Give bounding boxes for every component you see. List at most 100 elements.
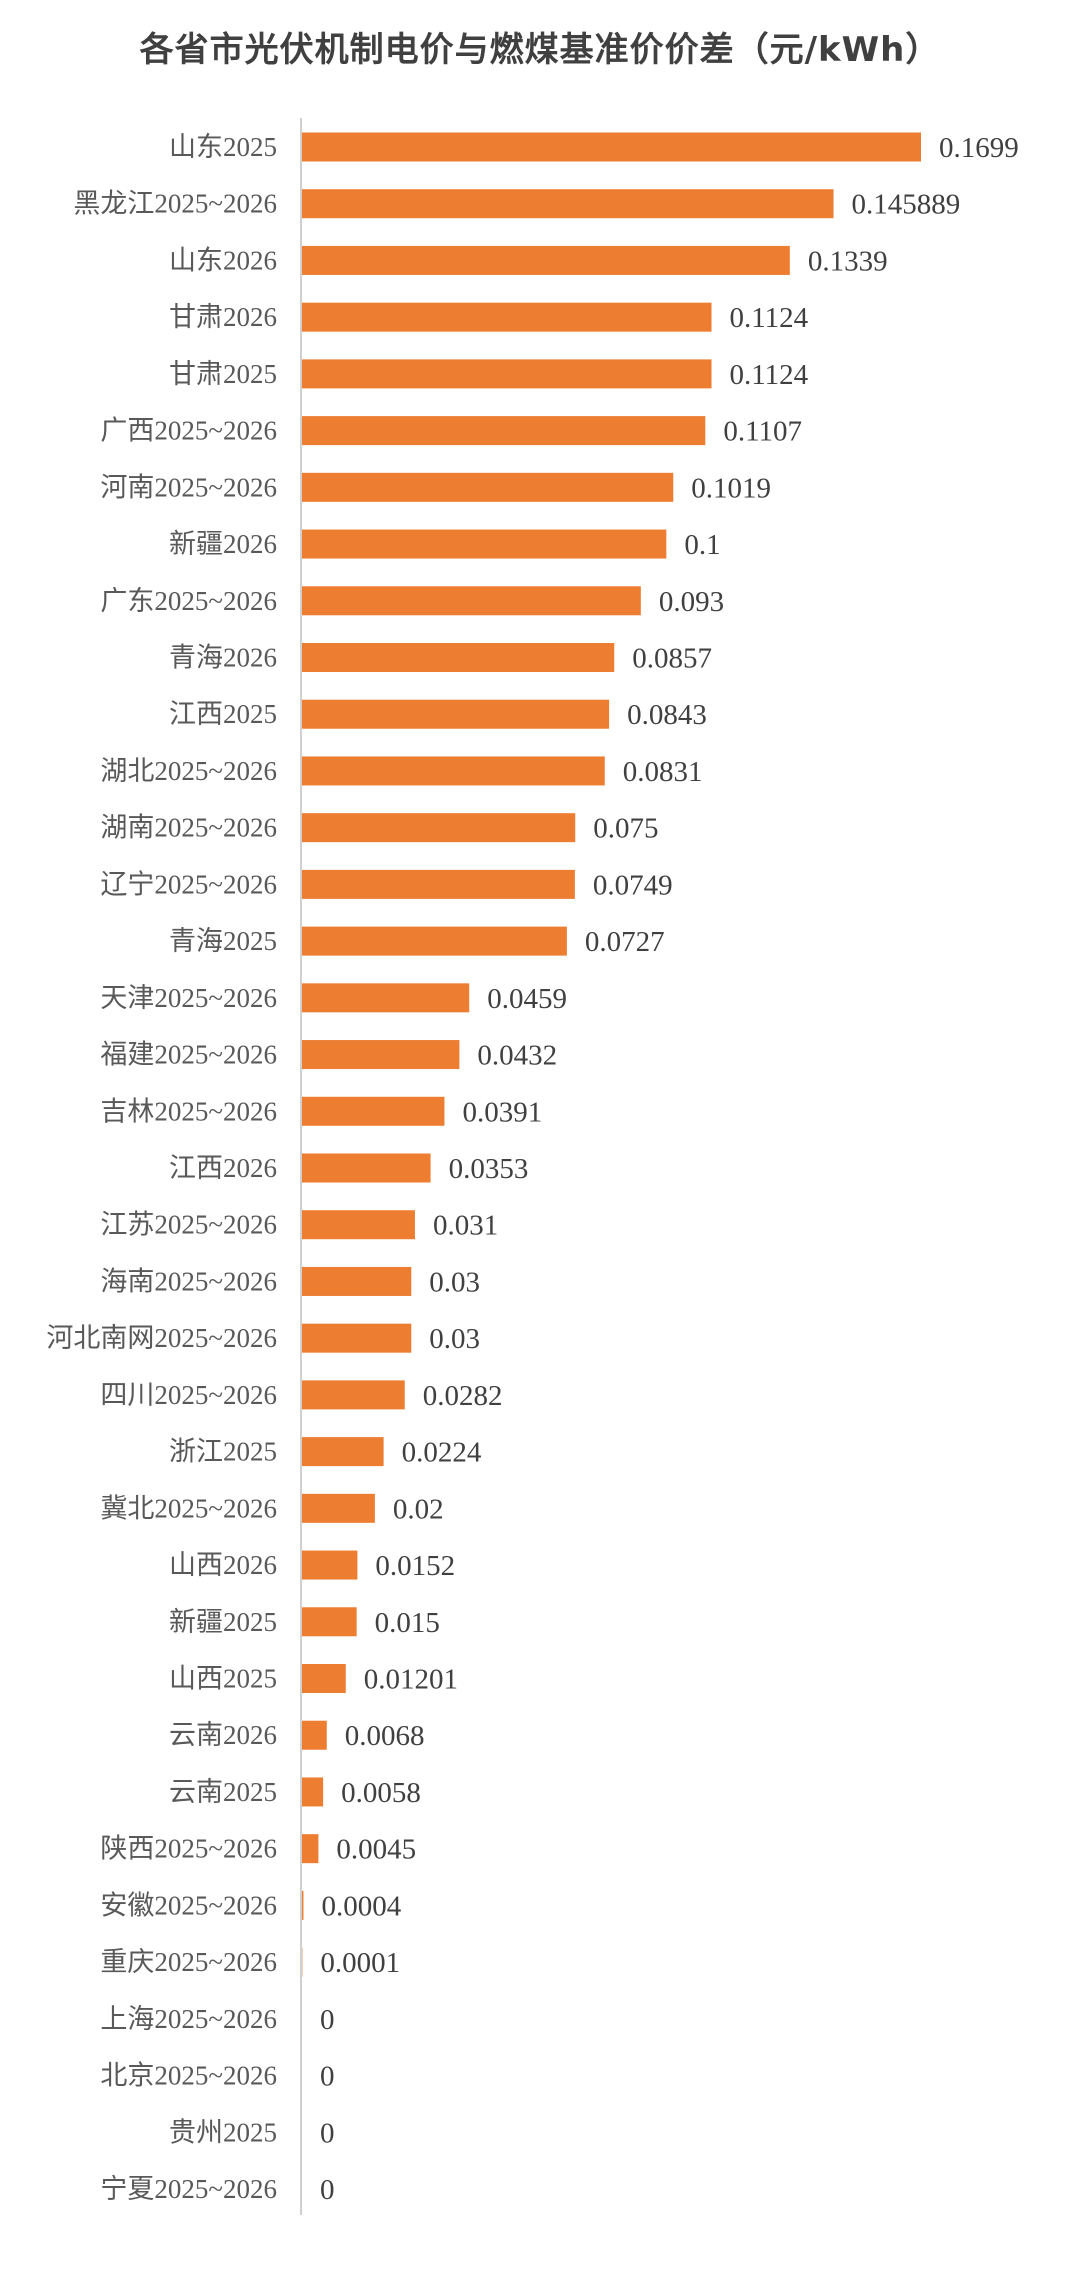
data-label: 0.093: [659, 586, 724, 618]
bar: [302, 586, 641, 616]
category-label: 云南2025: [169, 1777, 277, 1807]
data-label: 0.0831: [623, 756, 703, 788]
data-label: 0: [320, 2061, 335, 2093]
data-label: 0.1699: [939, 132, 1019, 164]
bar: [302, 983, 470, 1013]
category-label: 福建2025~2026: [100, 1040, 277, 1070]
data-label: 0.0282: [423, 1380, 503, 1412]
category-label: 贵州2025: [169, 2117, 277, 2147]
data-label: 0.0004: [321, 1890, 401, 1922]
category-label: 山东2025: [169, 132, 277, 162]
bar: [302, 869, 575, 899]
category-label: 江西2026: [169, 1153, 277, 1183]
data-label: 0.0459: [487, 983, 567, 1015]
category-label: 河南2025~2026: [100, 472, 277, 502]
category-label: 湖南2025~2026: [100, 813, 277, 843]
data-label: 0.01201: [364, 1664, 458, 1696]
category-label: 上海2025~2026: [100, 2004, 277, 2034]
category-label: 新疆2026: [169, 529, 277, 559]
bar: [302, 926, 567, 956]
bar: [302, 529, 667, 559]
data-label: 0.1107: [723, 416, 802, 448]
data-label: 0.1124: [730, 359, 809, 391]
bar: [302, 1266, 412, 1296]
bar: [302, 1720, 327, 1750]
bar: [302, 1040, 460, 1070]
data-label: 0.1: [684, 529, 720, 561]
bar: [302, 813, 576, 843]
bar: [302, 699, 610, 729]
data-label: 0.1019: [691, 472, 771, 504]
category-label: 江西2025: [169, 699, 277, 729]
category-label: 宁夏2025~2026: [100, 2174, 277, 2204]
bar: [302, 245, 790, 275]
bar: [302, 1550, 358, 1580]
category-label: 广东2025~2026: [100, 586, 277, 616]
data-label: 0.0391: [462, 1096, 542, 1128]
bar: [302, 756, 605, 786]
data-label: 0.0001: [320, 1947, 400, 1979]
category-label: 山西2025: [169, 1664, 277, 1694]
bar: [302, 472, 674, 502]
category-label: 甘肃2025: [169, 359, 277, 389]
category-label: 新疆2025: [169, 1607, 277, 1637]
bar: [302, 302, 712, 332]
bar: [302, 1493, 375, 1523]
category-label: 湖北2025~2026: [100, 756, 277, 786]
data-label: 0.0353: [449, 1153, 529, 1185]
category-label: 河北南网2025~2026: [46, 1323, 277, 1353]
data-label: 0.1124: [730, 302, 809, 334]
data-label: 0: [320, 2117, 335, 2149]
bar: [302, 1607, 357, 1637]
bar: [302, 132, 921, 162]
data-label: 0.0749: [593, 869, 673, 901]
data-label: 0.02: [393, 1493, 444, 1525]
category-label: 山东2026: [169, 245, 277, 275]
bar: [302, 189, 834, 219]
category-label: 云南2026: [169, 1720, 277, 1750]
category-label: 重庆2025~2026: [100, 1947, 277, 1977]
data-label: 0.0727: [585, 926, 665, 958]
bar: [302, 1834, 319, 1864]
data-label: 0.0152: [375, 1550, 455, 1582]
category-label: 广西2025~2026: [100, 416, 277, 446]
category-label: 黑龙江2025~2026: [73, 189, 277, 219]
data-label: 0.0857: [632, 643, 712, 675]
category-label: 四川2025~2026: [100, 1380, 277, 1410]
category-label: 陕西2025~2026: [100, 1834, 277, 1864]
data-label: 0.145889: [852, 189, 961, 221]
bar: [302, 1380, 405, 1410]
category-label: 吉林2025~2026: [100, 1096, 277, 1126]
bar: [302, 1153, 431, 1183]
data-label: 0.0843: [627, 699, 707, 731]
category-label: 冀北2025~2026: [100, 1493, 277, 1523]
bar: [302, 359, 712, 389]
data-label: 0.03: [429, 1323, 480, 1355]
bar: [302, 1890, 304, 1920]
data-label: 0.0068: [345, 1720, 425, 1752]
data-label: 0.0058: [341, 1777, 421, 1809]
data-label: 0.015: [375, 1607, 440, 1639]
bar: [302, 643, 615, 672]
data-label: 0.03: [429, 1266, 480, 1298]
category-label: 青海2026: [169, 643, 277, 673]
category-label: 甘肃2026: [169, 302, 277, 332]
data-label: 0: [320, 2004, 335, 2036]
data-label: 0.0432: [477, 1040, 557, 1072]
category-label: 山西2026: [169, 1550, 277, 1580]
category-label: 辽宁2025~2026: [100, 869, 277, 899]
category-label: 浙江2025: [169, 1437, 277, 1467]
category-label: 安徽2025~2026: [100, 1890, 277, 1920]
category-label: 海南2025~2026: [100, 1266, 277, 1296]
data-label: 0: [320, 2174, 335, 2206]
data-label: 0.0045: [336, 1834, 416, 1866]
data-label: 0.1339: [808, 245, 888, 277]
bar: [302, 1096, 445, 1126]
bar: [302, 1664, 346, 1693]
category-label: 青海2025: [169, 926, 277, 956]
category-label: 北京2025~2026: [100, 2061, 277, 2091]
data-label: 0.0224: [402, 1437, 482, 1469]
data-label: 0.031: [433, 1210, 498, 1242]
category-label: 天津2025~2026: [100, 983, 277, 1013]
